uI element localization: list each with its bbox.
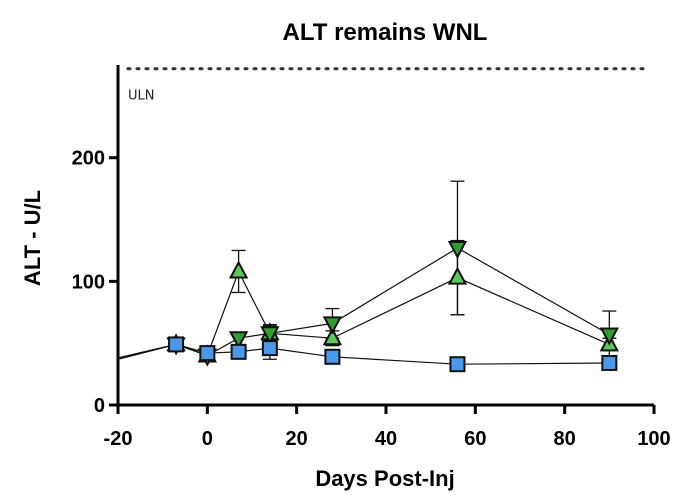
uln-label: ULN	[128, 89, 154, 104]
x-tick-label: 40	[375, 428, 397, 450]
series-1-point	[322, 316, 343, 335]
x-tick-label: 80	[554, 428, 576, 450]
series-1-point	[599, 327, 619, 346]
series-2-line	[117, 343, 610, 365]
y-tick-label: 100	[72, 271, 105, 293]
y-tick-label: 0	[94, 395, 105, 417]
series-0-line	[117, 270, 610, 359]
series-2-point	[168, 336, 185, 353]
series-2-point	[230, 343, 247, 360]
series-2-point	[324, 348, 341, 365]
series-0-point	[228, 260, 249, 279]
y-axis-title: ALT - U/L	[20, 190, 45, 286]
series-2-point	[449, 356, 466, 373]
x-tick-label: 60	[464, 428, 486, 450]
series-1-point	[260, 326, 280, 345]
chart-title: ALT remains WNL	[283, 19, 488, 46]
series-0-point	[322, 327, 343, 346]
y-tick-label: 200	[72, 148, 105, 170]
series-2-point	[199, 345, 216, 362]
series-2-point	[261, 340, 278, 357]
x-tick-label: 100	[637, 428, 670, 450]
series-1-point	[447, 240, 468, 260]
series-1-point	[228, 331, 249, 350]
series-0-point	[447, 266, 468, 285]
series-1-line	[117, 247, 610, 359]
x-tick-label: 0	[202, 428, 213, 450]
x-tick-label: 20	[286, 428, 308, 450]
x-axis-title: Days Post-Inj	[315, 466, 454, 491]
plot-area: -20 0 20 40 60 80 100 0 100 200 ULN	[72, 65, 671, 450]
x-tick-label: -20	[104, 428, 133, 450]
series-2-point	[601, 354, 618, 371]
